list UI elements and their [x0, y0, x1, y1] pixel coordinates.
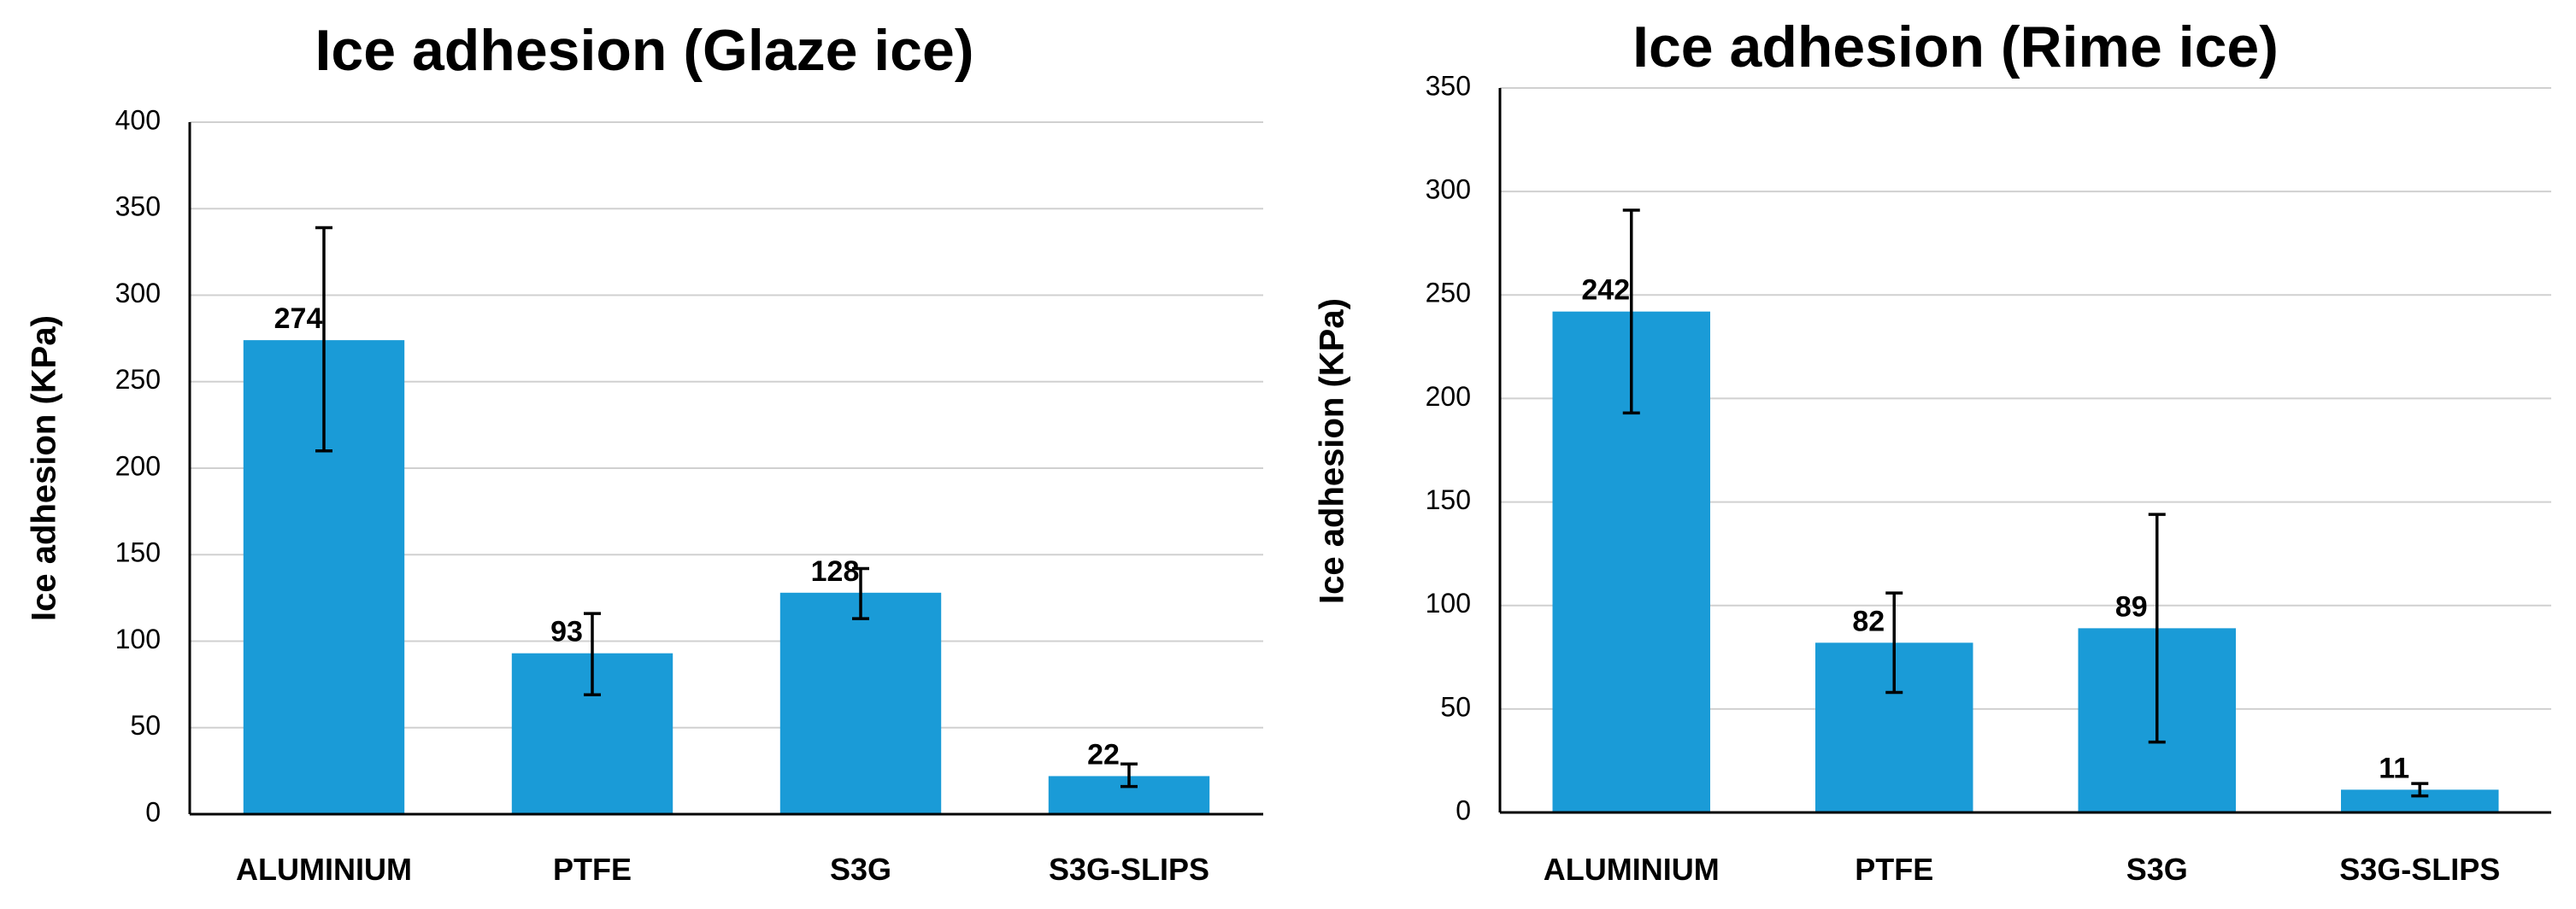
y-tick-label: 200 [115, 450, 161, 481]
data-label: 274 [274, 302, 323, 335]
y-tick-label: 250 [115, 364, 161, 395]
x-category-label: S3G [830, 852, 891, 887]
y-tick-label: 100 [1426, 588, 1471, 619]
y-axis-label: Ice adhesion (KPa) [1314, 298, 1351, 604]
y-tick-label: 400 [115, 104, 161, 135]
x-category-label: ALUMINIUM [236, 852, 412, 887]
chart-glaze-ice: Ice adhesion (Glaze ice) Ice adhesion (KP… [26, 18, 1263, 887]
chart-rime-ice: Ice adhesion (Rime ice) Ice adhesion (KPa… [1288, 0, 2576, 909]
y-tick-label: 350 [1426, 70, 1471, 101]
data-label: 242 [1581, 274, 1630, 307]
y-tick-label: 200 [1426, 381, 1471, 412]
y-tick-label: 0 [1456, 795, 1471, 825]
x-category-label: S3G [2126, 852, 2188, 887]
chart-title: Ice adhesion (Glaze ice) [315, 18, 974, 83]
x-category-label: S3G-SLIPS [2339, 852, 2500, 887]
y-tick-label: 300 [1426, 174, 1471, 205]
y-tick-label: 150 [115, 537, 161, 568]
x-category-label: ALUMINIUM [1544, 852, 1720, 887]
y-tick-label: 100 [115, 624, 161, 654]
y-tick-label: 0 [145, 796, 161, 827]
data-label: 128 [811, 555, 860, 588]
y-tick-label: 50 [130, 710, 161, 741]
data-label: 89 [2115, 590, 2148, 623]
data-label: 82 [1852, 605, 1885, 637]
y-tick-label: 150 [1426, 484, 1471, 515]
y-tick-label: 350 [115, 191, 161, 222]
y-tick-label: 50 [1440, 691, 1471, 722]
data-label: 93 [550, 616, 583, 648]
x-category-label: PTFE [1855, 852, 1933, 887]
x-category-label: S3G-SLIPS [1049, 852, 1209, 887]
y-axis-label: Ice adhesion (KPa) [26, 315, 63, 621]
chart-glaze-ice-svg: Ice adhesion (Glaze ice) Ice adhesion (KP… [26, 18, 1263, 887]
y-tick-label: 300 [115, 278, 161, 308]
bar-s3g [779, 592, 942, 814]
x-category-label: PTFE [553, 852, 632, 887]
chart-rime-ice-svg: Ice adhesion (Rime ice) Ice adhesion (KPa… [1314, 15, 2551, 887]
y-tick-label: 250 [1426, 278, 1471, 308]
data-label: 11 [2379, 752, 2409, 784]
chart-title: Ice adhesion (Rime ice) [1632, 15, 2279, 79]
data-label: 22 [1087, 738, 1120, 771]
